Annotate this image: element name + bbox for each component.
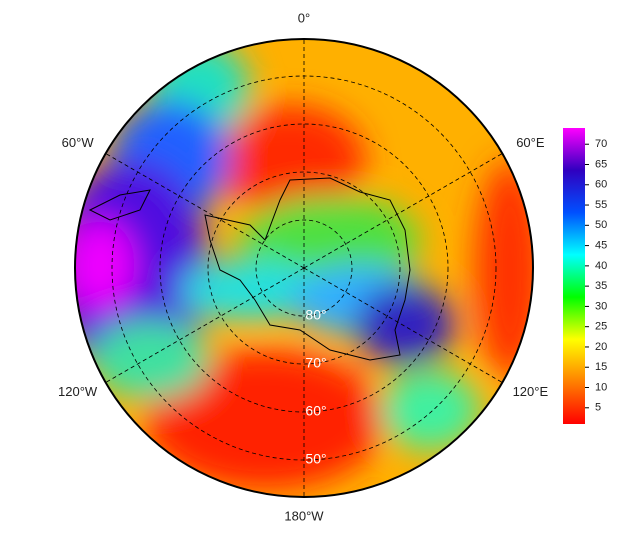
colorbar-label: 65 — [595, 158, 607, 170]
latitude-circle — [255, 219, 353, 317]
latitude-label: 80° — [305, 307, 326, 323]
colorbar-label: 50 — [595, 219, 607, 231]
latitude-label: 70° — [305, 355, 326, 371]
longitude-label: 60°E — [516, 135, 545, 150]
latitude-label: 60° — [305, 403, 326, 419]
coastline — [204, 177, 411, 361]
meridian — [105, 153, 305, 269]
colorbar-label: 5 — [595, 402, 601, 414]
colorbar-label: 30 — [595, 300, 607, 312]
colorbar-label: 55 — [595, 199, 607, 211]
colorbar-label: 60 — [595, 179, 607, 191]
map-border — [74, 38, 534, 498]
longitude-label: 60°W — [62, 135, 95, 150]
colorbar-label: 15 — [595, 361, 607, 373]
colorbar — [563, 128, 585, 424]
longitude-label: 0° — [298, 10, 310, 25]
color-field — [75, 39, 533, 497]
colorbar-label: 10 — [595, 381, 607, 393]
meridian — [303, 153, 503, 269]
colorbar-label: 25 — [595, 321, 607, 333]
colorbar-label: 45 — [595, 239, 607, 251]
colorbar-label: 40 — [595, 260, 607, 272]
colorbar-label: 20 — [595, 341, 607, 353]
meridian — [105, 267, 305, 383]
colorbar-label: 70 — [595, 138, 607, 150]
longitude-label: 120°E — [513, 384, 549, 399]
coastline — [88, 189, 151, 221]
longitude-label: 120°W — [58, 384, 98, 399]
colorbar-label: 35 — [595, 280, 607, 292]
latitude-label: 50° — [305, 451, 326, 467]
meridian — [303, 267, 503, 383]
longitude-label: 180°W — [284, 508, 324, 523]
latitude-circle — [207, 171, 401, 365]
